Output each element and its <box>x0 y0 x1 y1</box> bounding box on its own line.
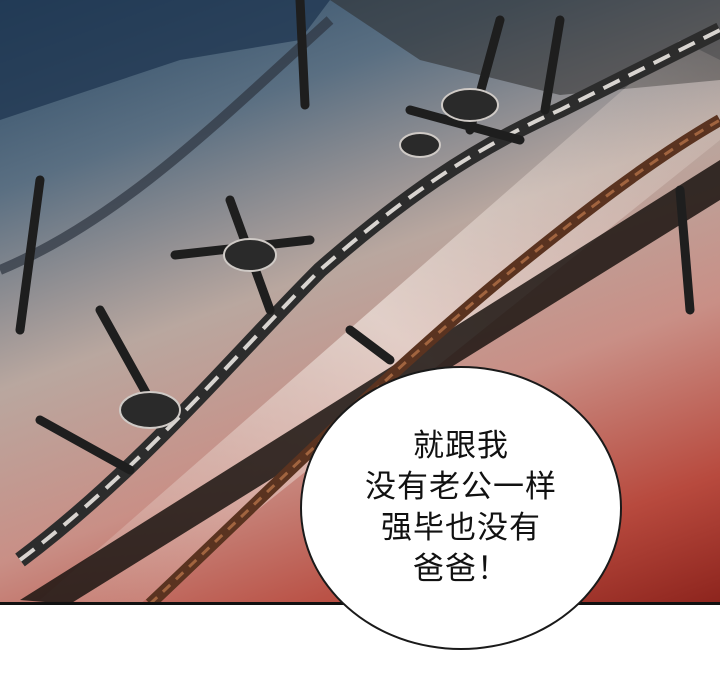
speech-line-2: 没有老公一样 <box>365 469 557 505</box>
speech-line-4: 爸爸！ <box>413 551 509 587</box>
comic-panel <box>0 0 720 604</box>
rod <box>20 160 720 604</box>
background-wire <box>0 16 334 275</box>
barbed-wire-illustration <box>0 0 720 604</box>
speech-bubble: 就跟我 没有老公一样 强毕也没有 爸爸！ <box>300 366 622 650</box>
speech-line-3: 强毕也没有 <box>381 510 541 546</box>
speech-line-1: 就跟我 <box>413 428 509 464</box>
